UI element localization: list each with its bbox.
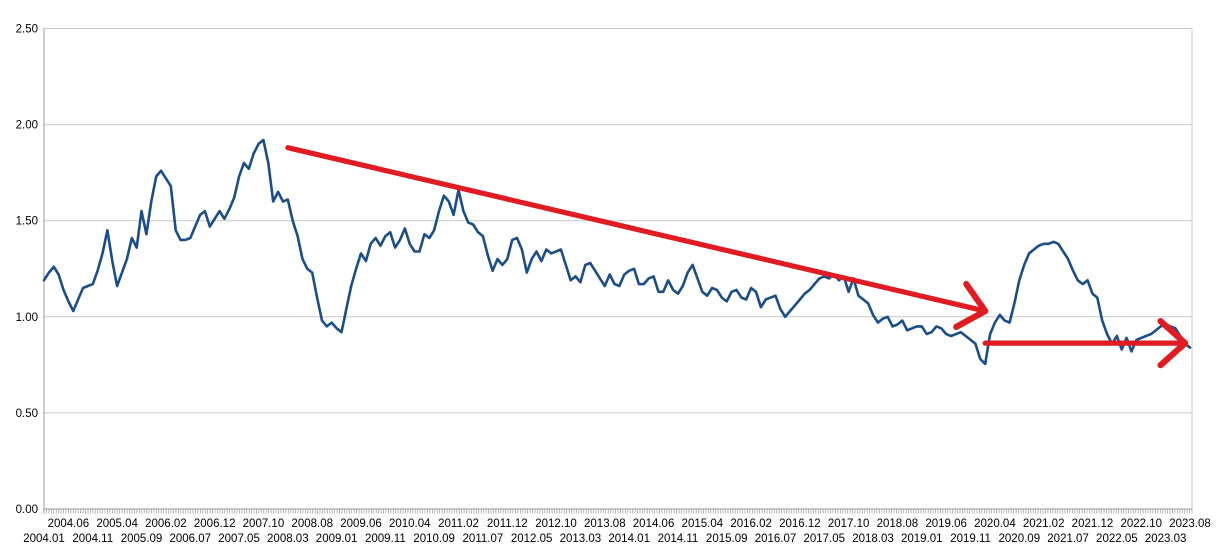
x-tick-label: 2008.08	[291, 518, 333, 530]
x-tick-label: 2006.02	[145, 518, 187, 530]
x-tick-label: 2014.11	[658, 533, 699, 545]
x-tick-label: 2004.01	[23, 533, 65, 545]
sideways-arrow-head	[1157, 318, 1189, 347]
x-tick-label: 2006.07	[170, 533, 212, 545]
annotation-arrows	[285, 145, 1189, 369]
x-tick-label: 2019.06	[925, 518, 967, 530]
gridlines	[44, 28, 1193, 510]
x-tick-label: 2017.05	[803, 533, 845, 545]
x-tick-label: 2014.01	[608, 533, 650, 545]
y-tick-label: 2.00	[16, 120, 38, 132]
x-tick-label: 2014.06	[633, 518, 675, 530]
x-tick-label: 2016.02	[730, 518, 772, 530]
x-tick-label: 2010.04	[389, 518, 431, 530]
x-tick-label: 2009.06	[340, 518, 382, 530]
x-tick-label: 2023.03	[1145, 533, 1187, 545]
x-tick-label: 2005.04	[96, 518, 138, 530]
x-tick-label: 2020.09	[999, 533, 1041, 545]
x-tick-label: 2013.03	[560, 533, 602, 545]
x-tick-label: 2010.09	[413, 533, 455, 545]
x-tick-label: 2022.10	[1120, 518, 1162, 530]
x-tick-label: 2015.09	[706, 533, 748, 545]
y-tick-label: 0.00	[16, 504, 38, 516]
x-tick-label: 2019.01	[901, 533, 943, 545]
x-tick-label: 2008.03	[267, 533, 309, 545]
y-tick-label: 0.50	[16, 408, 38, 420]
x-tick-label: 2009.01	[316, 533, 358, 545]
x-tick-label: 2017.10	[828, 518, 870, 530]
x-tick-label: 2011.02	[438, 518, 479, 530]
sideways-arrow-head	[1157, 340, 1189, 369]
y-tick-label: 2.50	[16, 24, 38, 36]
x-axis-labels: 2004.01 2004.06 2004.11 2005.04 2005.09 2006.…	[23, 518, 1211, 545]
x-tick-label: 2018.03	[852, 533, 894, 545]
x-tick-label: 2006.12	[194, 518, 236, 530]
x-tick-label: 2022.05	[1096, 533, 1138, 545]
x-tick-label: 2012.10	[535, 518, 577, 530]
x-tick-label: 2004.11	[72, 533, 113, 545]
x-tick-label: 2021.07	[1047, 533, 1089, 545]
x-tick-label: 2004.06	[48, 518, 90, 530]
x-axis-tick-marks	[43, 509, 1193, 514]
x-tick-label: 2005.09	[121, 533, 163, 545]
x-tick-label: 2021.02	[1023, 518, 1065, 530]
y-tick-label: 1.50	[16, 216, 38, 228]
series-line	[42, 138, 1192, 366]
x-tick-label: 2016.07	[755, 533, 797, 545]
x-tick-label: 2020.04	[974, 518, 1016, 530]
downtrend-arrow-head	[963, 280, 989, 315]
x-tick-label: 2009.11	[365, 533, 406, 545]
x-tick-label: 2007.05	[218, 533, 260, 545]
x-tick-label: 2019.11	[950, 533, 991, 545]
y-axis-labels: 0.00 0.50 1.00 1.50 2.00 2.50	[16, 24, 38, 517]
downtrend-arrow	[285, 145, 988, 314]
x-tick-label: 2016.12	[779, 518, 821, 530]
x-tick-label: 2013.08	[584, 518, 626, 530]
x-tick-label: 2011.12	[487, 518, 528, 530]
x-tick-label: 2007.10	[243, 518, 285, 530]
x-tick-label: 2012.05	[511, 533, 553, 545]
x-tick-label: 2021.12	[1072, 518, 1114, 530]
x-tick-label: 2018.08	[877, 518, 919, 530]
x-tick-label: 2011.07	[463, 533, 504, 545]
y-tick-label: 1.00	[16, 312, 38, 324]
x-tick-label: 2015.04	[682, 518, 724, 530]
downtrend-arrow-head	[953, 307, 989, 330]
x-tick-label: 2023.08	[1169, 518, 1211, 530]
